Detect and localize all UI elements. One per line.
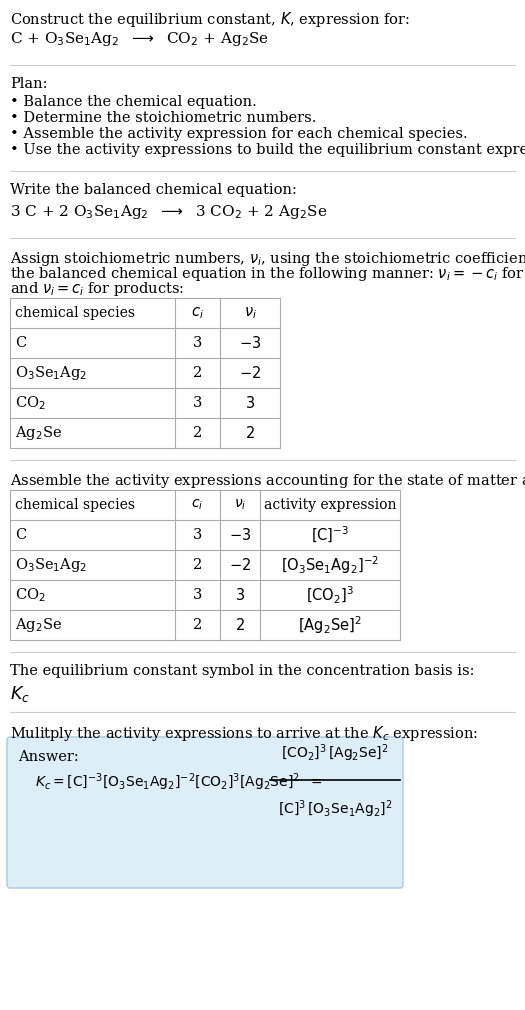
Text: $c_i$: $c_i$ <box>191 305 204 321</box>
Text: chemical species: chemical species <box>15 498 135 512</box>
Text: 2: 2 <box>193 558 202 572</box>
Text: • Balance the chemical equation.: • Balance the chemical equation. <box>10 95 257 109</box>
Text: 3: 3 <box>193 528 202 542</box>
Text: and $\nu_i = c_i$ for products:: and $\nu_i = c_i$ for products: <box>10 280 184 298</box>
Text: $3$: $3$ <box>245 395 255 411</box>
Text: 3: 3 <box>193 336 202 350</box>
Text: Answer:: Answer: <box>18 750 79 764</box>
Text: activity expression: activity expression <box>264 498 396 512</box>
Text: $K_c$: $K_c$ <box>10 684 30 704</box>
Text: $c_i$: $c_i$ <box>191 498 204 512</box>
Text: $2$: $2$ <box>245 425 255 441</box>
Text: $-2$: $-2$ <box>229 557 251 573</box>
Text: $-2$: $-2$ <box>239 365 261 381</box>
Text: • Use the activity expressions to build the equilibrium constant expression.: • Use the activity expressions to build … <box>10 143 525 157</box>
Text: O$_3$Se$_1$Ag$_2$: O$_3$Se$_1$Ag$_2$ <box>15 556 87 574</box>
Text: Write the balanced chemical equation:: Write the balanced chemical equation: <box>10 183 297 197</box>
Bar <box>10 490 400 640</box>
Text: 3: 3 <box>193 588 202 602</box>
Text: $[\mathrm{C}]^{3}\,[\mathrm{O_3Se_1Ag_2}]^{2}$: $[\mathrm{C}]^{3}\,[\mathrm{O_3Se_1Ag_2}… <box>278 798 392 819</box>
FancyBboxPatch shape <box>7 737 403 888</box>
Text: The equilibrium constant symbol in the concentration basis is:: The equilibrium constant symbol in the c… <box>10 664 475 678</box>
Text: $\nu_i$: $\nu_i$ <box>244 305 257 321</box>
Text: Construct the equilibrium constant, $\mathit{K}$, expression for:: Construct the equilibrium constant, $\ma… <box>10 10 410 29</box>
Bar <box>10 298 280 448</box>
Text: CO$_2$: CO$_2$ <box>15 394 46 412</box>
Text: C + O$_3$Se$_1$Ag$_2$  $\longrightarrow$  CO$_2$ + Ag$_2$Se: C + O$_3$Se$_1$Ag$_2$ $\longrightarrow$ … <box>10 30 269 48</box>
Text: $[\mathrm{Ag_2Se}]^{2}$: $[\mathrm{Ag_2Se}]^{2}$ <box>298 614 362 636</box>
Text: Mulitply the activity expressions to arrive at the $K_c$ expression:: Mulitply the activity expressions to arr… <box>10 724 478 743</box>
Text: 3 C + 2 O$_3$Se$_1$Ag$_2$  $\longrightarrow$  3 CO$_2$ + 2 Ag$_2$Se: 3 C + 2 O$_3$Se$_1$Ag$_2$ $\longrightarr… <box>10 203 328 221</box>
Text: $2$: $2$ <box>235 617 245 633</box>
Text: • Determine the stoichiometric numbers.: • Determine the stoichiometric numbers. <box>10 111 317 125</box>
Text: Assign stoichiometric numbers, $\nu_i$, using the stoichiometric coefficients, $: Assign stoichiometric numbers, $\nu_i$, … <box>10 250 525 268</box>
Text: 3: 3 <box>193 396 202 410</box>
Text: Ag$_2$Se: Ag$_2$Se <box>15 616 62 634</box>
Text: $-3$: $-3$ <box>229 527 251 543</box>
Text: the balanced chemical equation in the following manner: $\nu_i = -c_i$ for react: the balanced chemical equation in the fo… <box>10 265 525 283</box>
Text: Plan:: Plan: <box>10 77 47 91</box>
Text: 2: 2 <box>193 366 202 380</box>
Text: $\nu_i$: $\nu_i$ <box>234 498 246 512</box>
Text: • Assemble the activity expression for each chemical species.: • Assemble the activity expression for e… <box>10 127 468 141</box>
Text: 2: 2 <box>193 618 202 632</box>
Text: chemical species: chemical species <box>15 306 135 320</box>
Text: C: C <box>15 336 26 350</box>
Text: $[\mathrm{CO_2}]^{3}\,[\mathrm{Ag_2Se}]^{2}$: $[\mathrm{CO_2}]^{3}\,[\mathrm{Ag_2Se}]^… <box>281 742 389 764</box>
Text: $-3$: $-3$ <box>239 335 261 351</box>
Text: CO$_2$: CO$_2$ <box>15 586 46 604</box>
Text: C: C <box>15 528 26 542</box>
Text: O$_3$Se$_1$Ag$_2$: O$_3$Se$_1$Ag$_2$ <box>15 364 87 382</box>
Text: $3$: $3$ <box>235 587 245 603</box>
Text: $[\mathrm{C}]^{-3}$: $[\mathrm{C}]^{-3}$ <box>311 525 349 545</box>
Text: $[\mathrm{O_3Se_1Ag_2}]^{-2}$: $[\mathrm{O_3Se_1Ag_2}]^{-2}$ <box>281 554 379 576</box>
Text: Assemble the activity expressions accounting for the state of matter and $\nu_i$: Assemble the activity expressions accoun… <box>10 472 525 490</box>
Text: $[\mathrm{CO_2}]^{3}$: $[\mathrm{CO_2}]^{3}$ <box>306 585 354 606</box>
Text: $K_c = [\mathrm{C}]^{-3}[\mathrm{O_3Se_1Ag_2}]^{-2}[\mathrm{CO_2}]^{3}[\mathrm{A: $K_c = [\mathrm{C}]^{-3}[\mathrm{O_3Se_1… <box>35 772 323 793</box>
Text: Ag$_2$Se: Ag$_2$Se <box>15 424 62 442</box>
Text: 2: 2 <box>193 426 202 440</box>
